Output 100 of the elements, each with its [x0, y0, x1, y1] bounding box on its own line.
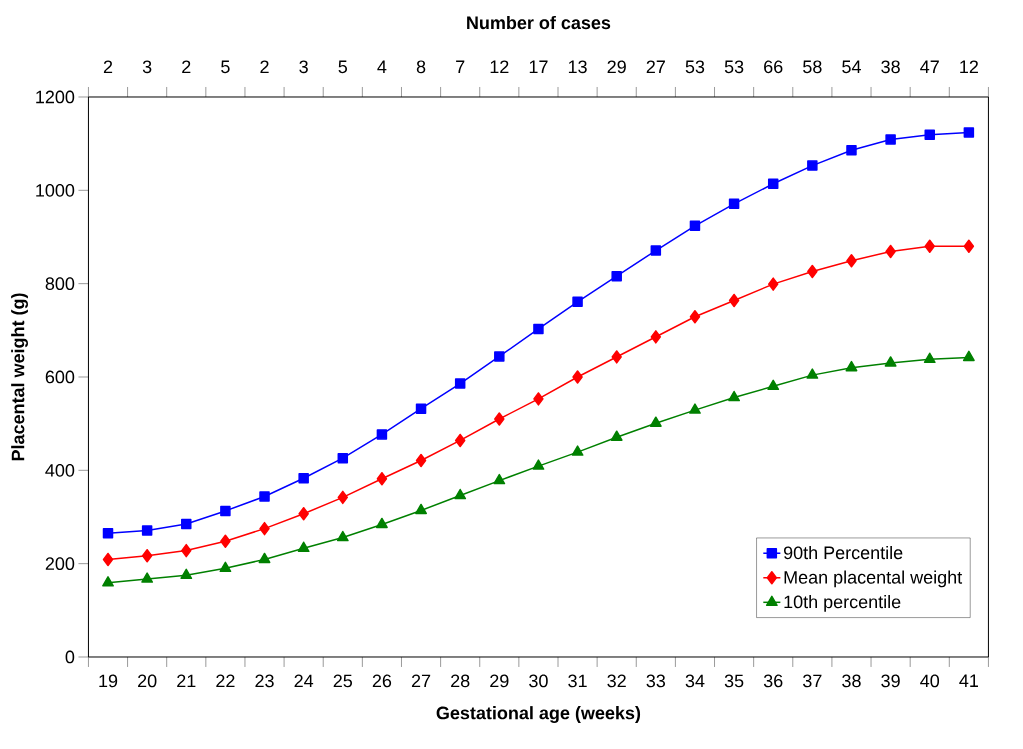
y-axis-title: Placental weight (g): [11, 293, 28, 461]
point: [572, 296, 583, 308]
point: [297, 541, 310, 552]
text: 8: [416, 60, 426, 74]
point: [884, 356, 897, 367]
point: [728, 198, 740, 210]
y-tick-label: 1200: [36, 90, 75, 104]
text: 27: [646, 60, 665, 73]
text: 47: [920, 60, 939, 73]
point: [181, 543, 192, 558]
text: 12: [960, 60, 978, 73]
point: [415, 453, 427, 468]
point: [650, 245, 662, 256]
legend-label: Mean placental weight: [784, 570, 963, 588]
point: [494, 412, 505, 426]
point: [533, 323, 544, 335]
text: 13: [568, 60, 587, 74]
x-tick-label: 25: [333, 674, 353, 688]
point: [963, 127, 975, 138]
point: [846, 254, 857, 268]
x-tick-label: 28: [451, 674, 470, 688]
text: 2: [182, 60, 191, 73]
text: 12: [490, 60, 509, 73]
x-tick-label: 40: [920, 674, 940, 688]
point: [220, 534, 231, 548]
text: 3: [299, 60, 308, 74]
point: [376, 471, 388, 486]
point: [298, 473, 309, 484]
point: [141, 525, 153, 536]
point: [375, 517, 388, 529]
point: [454, 488, 467, 500]
point: [924, 129, 935, 141]
x-tick-label: 23: [255, 674, 274, 688]
x2-axis-title: Number of cases: [467, 15, 611, 30]
point: [689, 403, 701, 414]
point: [494, 351, 505, 362]
text: 3: [142, 60, 152, 74]
point: [102, 576, 114, 587]
legend-label: 90th Percentile: [783, 545, 903, 560]
point: [259, 521, 270, 536]
text: 53: [685, 60, 705, 74]
text: 54: [842, 60, 861, 74]
x-tick-label: 30: [529, 674, 548, 688]
point: [141, 548, 153, 563]
point: [923, 352, 936, 363]
text: 66: [764, 60, 783, 74]
point: [689, 310, 701, 324]
point: [806, 368, 819, 379]
x-tick-label: 31: [568, 674, 587, 688]
text: 7: [456, 60, 465, 73]
point: [181, 518, 192, 530]
x-tick-label: 24: [294, 674, 314, 688]
point: [611, 270, 622, 282]
y-tick-label: 0: [65, 650, 75, 664]
point: [689, 220, 701, 232]
point: [572, 370, 583, 384]
point: [532, 459, 545, 470]
point: [454, 378, 466, 389]
point: [219, 561, 232, 573]
point: [376, 429, 388, 440]
x-axis-title: Gestational age (weeks): [436, 706, 641, 723]
point: [924, 239, 935, 254]
point: [493, 473, 506, 485]
text: 38: [881, 60, 900, 74]
text: 5: [338, 60, 348, 74]
point: [767, 277, 779, 291]
y-tick-label: 1000: [36, 183, 75, 197]
point: [650, 330, 662, 344]
point: [415, 403, 427, 414]
point: [454, 433, 466, 448]
point: [885, 244, 896, 259]
x-tick-label: 32: [607, 674, 626, 688]
y-tick-label: 800: [45, 277, 75, 291]
point: [962, 350, 975, 362]
point: [807, 160, 818, 171]
point: [885, 134, 896, 145]
point: [767, 178, 779, 190]
x-tick-label: 26: [372, 674, 392, 688]
point: [336, 530, 349, 542]
point: [963, 239, 975, 254]
text: 2: [103, 60, 113, 73]
x-tick-label: 38: [842, 674, 861, 688]
text: 29: [607, 60, 626, 74]
text: 2: [260, 60, 269, 73]
x-tick-label: 29: [490, 674, 509, 688]
x-tick-label: 36: [763, 674, 783, 688]
x-tick-label: 27: [411, 674, 431, 688]
text: 4: [377, 60, 387, 73]
y-tick-label: 600: [45, 370, 75, 384]
x-tick-label: 41: [959, 674, 978, 687]
point: [337, 490, 349, 505]
point: [610, 430, 623, 441]
point: [102, 552, 114, 567]
x-tick-label: 37: [803, 674, 822, 688]
x-tick-label: 22: [216, 674, 235, 688]
point: [767, 379, 780, 391]
point: [571, 445, 584, 456]
x-tick-label: 19: [99, 674, 118, 688]
point: [611, 350, 622, 364]
text: 58: [803, 60, 822, 74]
